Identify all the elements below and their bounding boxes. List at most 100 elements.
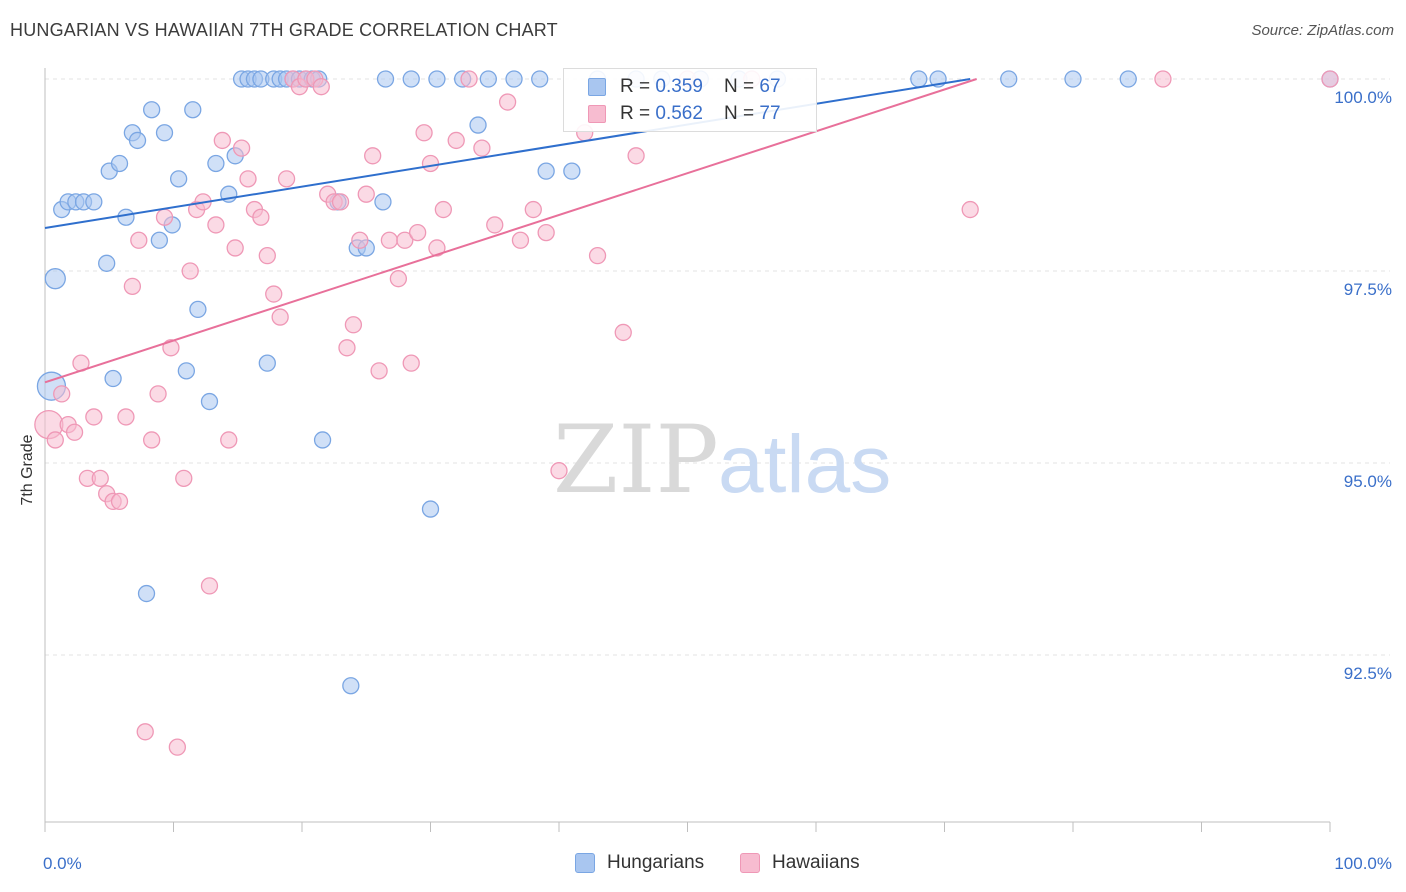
hawaiian-point bbox=[155, 208, 174, 226]
legend-label-hungarians: Hungarians bbox=[607, 852, 705, 873]
hawaiian-point bbox=[226, 239, 244, 257]
hawaiian-point bbox=[447, 131, 465, 150]
hungarian-point bbox=[376, 70, 395, 88]
hungarian-point bbox=[537, 162, 555, 180]
tick-labels: 100.0% 97.5% 95.0% 92.5% 0.0% 100.0% bbox=[43, 88, 1392, 873]
hungarian-point bbox=[910, 70, 928, 88]
hungarian-point bbox=[469, 116, 487, 134]
trend-lines bbox=[44, 78, 977, 384]
hawaiian-point bbox=[143, 431, 161, 449]
hungarian-point bbox=[150, 231, 169, 249]
hawaiian-point bbox=[207, 216, 225, 234]
hawaiian-point bbox=[434, 200, 453, 219]
y-tick-label: 100.0% bbox=[1334, 88, 1392, 107]
hawaiian-point bbox=[149, 385, 167, 403]
hawaiian-point bbox=[627, 147, 645, 165]
hawaiian-point bbox=[351, 231, 369, 249]
hawaiian-point bbox=[1321, 70, 1339, 88]
legend-label-hawaiians: Hawaiians bbox=[772, 852, 860, 873]
x-tick-label: 100.0% bbox=[1334, 854, 1392, 873]
hungarian-point bbox=[200, 392, 219, 411]
hawaiian-point bbox=[344, 316, 363, 334]
hawaiian-point bbox=[357, 185, 375, 203]
watermark-atlas: atlas bbox=[718, 419, 891, 510]
hungarian-point bbox=[505, 70, 523, 88]
hungarian-point bbox=[143, 101, 161, 119]
hungarian-point bbox=[155, 124, 174, 142]
legend-swatch-blue bbox=[588, 78, 606, 96]
legend-n-label: N = bbox=[724, 103, 760, 124]
hawaiian-point bbox=[588, 246, 607, 265]
hungarian-point bbox=[44, 268, 66, 290]
legend-n-label: N = bbox=[724, 76, 760, 97]
legend-swatch-pink bbox=[588, 105, 606, 123]
axes bbox=[44, 68, 1331, 832]
hungarian-point bbox=[531, 70, 549, 88]
hungarian-point bbox=[1000, 70, 1018, 88]
hungarian-point bbox=[137, 584, 156, 603]
hungarian-point bbox=[128, 131, 147, 150]
hawaiian-point bbox=[232, 139, 251, 157]
y-tick-label: 92.5% bbox=[1344, 664, 1392, 683]
hawaiian-point bbox=[380, 231, 399, 249]
hawaiian-point bbox=[46, 431, 64, 449]
hawaiian-point bbox=[537, 223, 555, 242]
hawaiian-point bbox=[370, 362, 388, 380]
hungarian-point bbox=[184, 101, 202, 119]
hawaiian-point bbox=[428, 239, 446, 257]
x-tick-label: 0.0% bbox=[43, 854, 82, 873]
hawaiian-point bbox=[200, 577, 219, 595]
hawaiian-point bbox=[162, 339, 180, 357]
y-axis-label: 7th Grade bbox=[19, 434, 36, 506]
legend-n-value: 67 bbox=[759, 76, 781, 97]
hungarian-point bbox=[117, 208, 135, 226]
chart-title: HUNGARIAN VS HAWAIIAN 7TH GRADE CORRELAT… bbox=[10, 20, 558, 40]
hawaiian-point bbox=[53, 385, 71, 403]
legend-r-value: 0.359 bbox=[655, 76, 703, 97]
hungarian-point bbox=[563, 162, 581, 180]
hungarian-point bbox=[104, 369, 122, 388]
hungarian-point bbox=[110, 154, 129, 173]
legend-stats-hungarians: R = 0.359 N = 67 bbox=[620, 76, 781, 98]
hawaiian-point bbox=[312, 78, 330, 96]
hawaiian-point bbox=[220, 431, 238, 449]
source-label: Source: ZipAtlas.com bbox=[1251, 22, 1394, 39]
watermark-zip: ZIP bbox=[553, 406, 719, 515]
hawaiian-point bbox=[408, 223, 427, 242]
hungarian-point bbox=[342, 677, 360, 695]
hungarian-point bbox=[207, 154, 225, 173]
watermark: ZIP atlas bbox=[553, 406, 891, 515]
hawaiian-point bbox=[511, 231, 530, 249]
hungarian-point bbox=[479, 70, 497, 88]
hawaiian-point bbox=[396, 231, 414, 249]
hawaiian-point bbox=[110, 492, 129, 511]
hawaiian-point bbox=[550, 462, 568, 480]
hungarian-point bbox=[402, 70, 420, 88]
hungarian-point bbox=[374, 193, 392, 211]
hawaiian-point bbox=[421, 154, 440, 173]
hawaiian-point bbox=[486, 216, 504, 234]
hawaiian-point bbox=[402, 354, 420, 372]
legend-n-value: 77 bbox=[759, 103, 781, 124]
legend-stats-hawaiians: R = 0.562 N = 77 bbox=[620, 103, 781, 125]
hawaiian-point bbox=[961, 200, 979, 219]
hawaiian-point bbox=[277, 170, 296, 188]
hawaiian-point bbox=[136, 723, 154, 741]
legend-r-label: R = bbox=[620, 76, 656, 97]
grid-lines bbox=[45, 78, 1390, 656]
hungarian-point bbox=[1064, 70, 1082, 88]
hawaiian-point bbox=[168, 738, 187, 756]
legend-r-label: R = bbox=[620, 103, 656, 124]
hungarian-point bbox=[258, 354, 276, 372]
hawaiian-point bbox=[258, 246, 276, 265]
hungarian-point bbox=[421, 500, 440, 518]
hawaiian-point bbox=[460, 70, 478, 88]
legend-swatch-pink bbox=[740, 853, 760, 873]
hawaiian-point bbox=[614, 323, 632, 342]
hawaiian-point bbox=[181, 262, 199, 280]
hawaiian-point bbox=[265, 285, 283, 303]
hawaiian-point bbox=[85, 408, 103, 426]
hawaiian-point bbox=[389, 270, 408, 288]
legend-r-value: 0.562 bbox=[655, 103, 703, 124]
hawaiian-point bbox=[130, 231, 148, 249]
